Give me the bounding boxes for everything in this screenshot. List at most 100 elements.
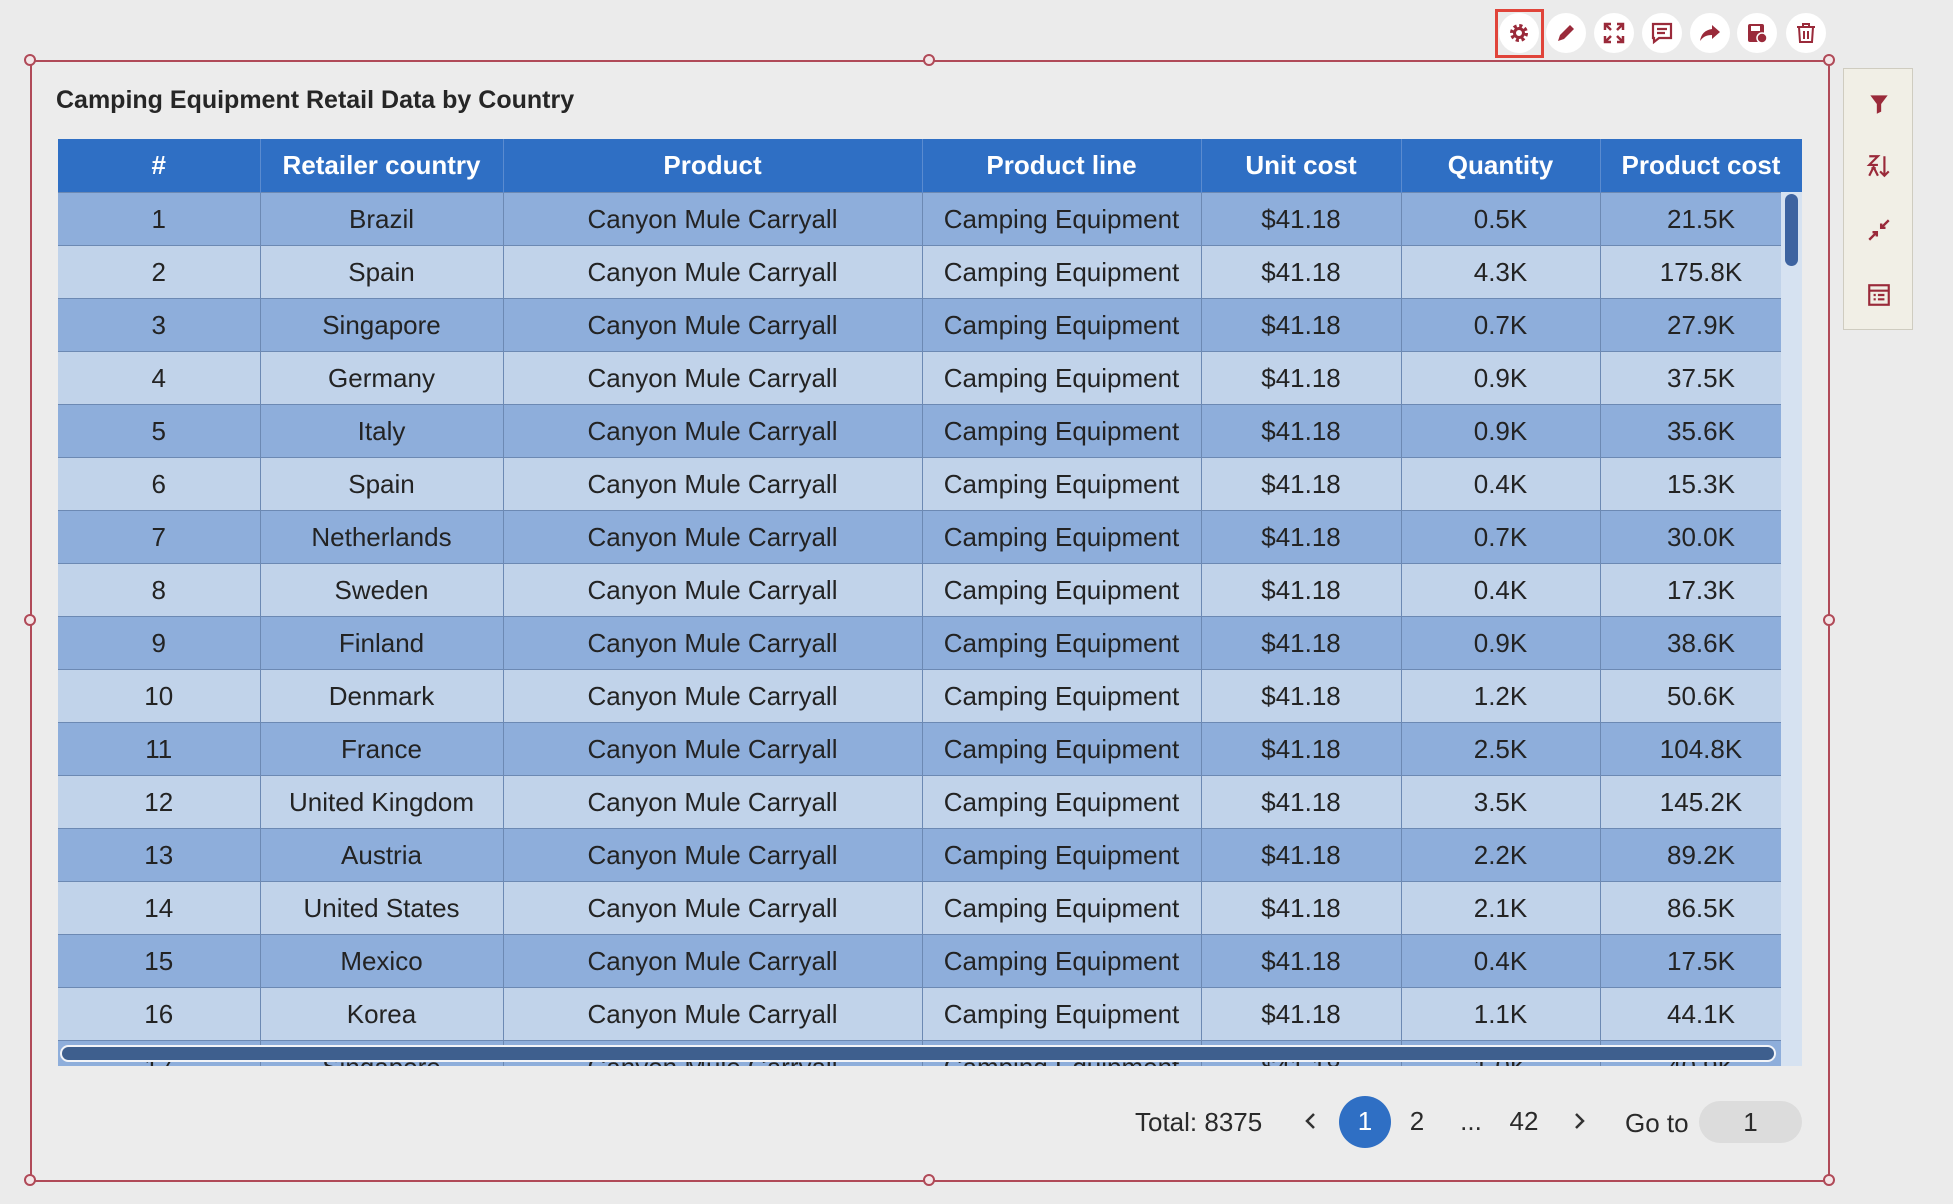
edit-button[interactable] [1546,13,1586,53]
table-row: 11 France Canyon Mule Carryall Camping Equi… [58,722,1802,776]
horizontal-scrollbar[interactable] [60,1045,1776,1062]
column-header[interactable]: Product [503,139,923,193]
table-cell: Camping Equipment [922,404,1202,458]
save-button[interactable] [1737,13,1777,53]
table-cell: Camping Equipment [922,298,1202,352]
table-cell: 17.3K [1600,563,1802,617]
table-row: 13 Austria Canyon Mule Carryall Camping Equ… [58,828,1802,882]
table-cell: Canyon Mule Carryall [503,245,923,299]
table-cell: Camping Equipment [922,192,1202,246]
prev-page[interactable] [1302,1110,1320,1132]
table-cell: $41.18 [1201,404,1402,458]
table-cell: 1.1K [1401,987,1601,1041]
table-cell: $41.18 [1201,457,1402,511]
table-cell: Camping Equipment [922,510,1202,564]
table-cell: Spain [260,457,504,511]
table-cell: Camping Equipment [922,457,1202,511]
resize-handle[interactable] [24,614,36,626]
table-row: 10 Denmark Canyon Mule Carryall Camping Equ… [58,669,1802,723]
table-cell: 11 [58,722,261,776]
resize-handle[interactable] [1823,54,1835,66]
collapse-button[interactable] [1866,217,1892,243]
delete-button[interactable] [1786,13,1826,53]
resize-handle[interactable] [1823,614,1835,626]
table-row: 14 United States Canyon Mule Carryall Campi… [58,881,1802,935]
table-cell: 0.9K [1401,404,1601,458]
comment-button[interactable] [1642,13,1682,53]
table-cell: 10 [58,669,261,723]
table-cell: Brazil [260,192,504,246]
resize-handle[interactable] [24,1174,36,1186]
table-cell: 2.2K [1401,828,1601,882]
current-page[interactable]: 1 [1339,1096,1391,1148]
table-viewport: # Retailer country Product Product line Unit… [58,139,1802,1066]
column-header[interactable]: Quantity [1401,139,1601,193]
settings-button[interactable] [1499,13,1539,53]
scroll-thumb[interactable] [1785,194,1798,266]
column-header[interactable]: Product line [922,139,1202,193]
table-cell: $41.18 [1201,616,1402,670]
share-button[interactable] [1690,13,1730,53]
column-header[interactable]: # [58,139,261,193]
table-cell: Canyon Mule Carryall [503,351,923,405]
page-link[interactable]: 2 [1409,1106,1425,1136]
table-cell: Netherlands [260,510,504,564]
next-page[interactable] [1570,1110,1588,1132]
table-cell: 1.2K [1401,669,1601,723]
goto-input[interactable]: 1 [1699,1101,1802,1143]
total-count: Total: 8375 [1135,1107,1263,1137]
page-link[interactable]: ... [1460,1106,1482,1136]
sort-button[interactable] [1866,153,1892,179]
table-cell: 5 [58,404,261,458]
table-cell: $41.18 [1201,669,1402,723]
table-cell: Canyon Mule Carryall [503,722,923,776]
table-cell: Finland [260,616,504,670]
table-cell: Canyon Mule Carryall [503,298,923,352]
vertical-scrollbar[interactable] [1781,192,1802,1066]
filter-button[interactable] [1866,91,1892,117]
table-cell: $41.18 [1201,245,1402,299]
table-cell: 104.8K [1600,722,1802,776]
data-table: # Retailer country Product Product line Unit… [58,139,1802,1066]
table-row: 9 Finland Canyon Mule Carryall Camping Equi… [58,616,1802,670]
table-cell: $41.18 [1201,510,1402,564]
table-cell: 30.0K [1600,510,1802,564]
table-cell: Canyon Mule Carryall [503,934,923,988]
resize-handle[interactable] [923,1174,935,1186]
table-cell: $41.18 [1201,722,1402,776]
table-cell: 175.8K [1600,245,1802,299]
table-cell: $41.18 [1201,828,1402,882]
table-cell: $41.18 [1201,934,1402,988]
table-cell: 37.5K [1600,351,1802,405]
resize-handle[interactable] [24,54,36,66]
table-cell: 0.4K [1401,934,1601,988]
table-cell: United Kingdom [260,775,504,829]
column-header[interactable]: Retailer country [260,139,504,193]
table-cell: 35.6K [1600,404,1802,458]
table-row: 7 Netherlands Canyon Mule Carryall Camping … [58,510,1802,564]
table-row: 1 Brazil Canyon Mule Carryall Camping Equip… [58,192,1802,246]
table-cell: Germany [260,351,504,405]
table-row: 6 Spain Canyon Mule Carryall Camping Equipm… [58,457,1802,511]
table-row: 15 Mexico Canyon Mule Carryall Camping Equi… [58,934,1802,988]
table-cell: 3 [58,298,261,352]
table-cell: Austria [260,828,504,882]
column-header[interactable]: Unit cost [1201,139,1402,193]
table-cell: France [260,722,504,776]
resize-handle[interactable] [1823,1174,1835,1186]
fullscreen-button[interactable] [1594,13,1634,53]
table-cell: 4 [58,351,261,405]
side-panel [1843,68,1913,330]
table-cell: Camping Equipment [922,828,1202,882]
page-link[interactable]: 42 [1509,1106,1539,1136]
details-button[interactable] [1866,282,1892,308]
table-cell: $41.18 [1201,987,1402,1041]
table-cell: Korea [260,987,504,1041]
table-cell: Canyon Mule Carryall [503,563,923,617]
table-row: 8 Sweden Canyon Mule Carryall Camping Equip… [58,563,1802,617]
resize-handle[interactable] [923,54,935,66]
table-cell: 0.9K [1401,616,1601,670]
column-header[interactable]: Product cost [1600,139,1802,193]
table-cell: Camping Equipment [922,987,1202,1041]
